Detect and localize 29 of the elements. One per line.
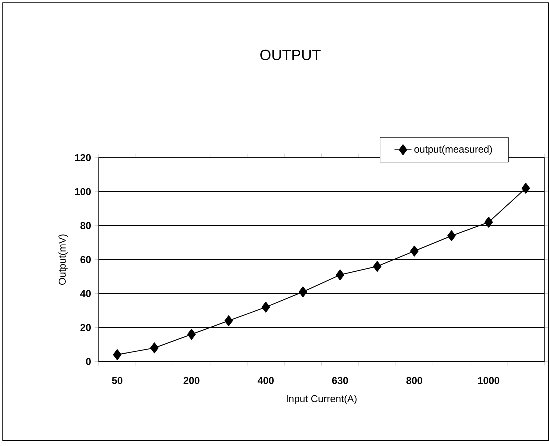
- x-tick-label: 400: [258, 377, 274, 384]
- x-tick-label: 630: [332, 377, 348, 384]
- y-tick-label: 80: [80, 222, 92, 230]
- y-tick-label: 60: [80, 256, 92, 264]
- point: [262, 302, 270, 313]
- point: [113, 350, 122, 361]
- y-tick-label: 40: [80, 290, 92, 298]
- point: [373, 261, 382, 272]
- point: [224, 316, 234, 327]
- point: [299, 286, 308, 298]
- y-axis-title: Output(mV): [58, 234, 68, 286]
- point: [410, 246, 419, 257]
- y-tick-label: 0: [86, 358, 92, 366]
- point: [448, 230, 456, 242]
- point: [150, 342, 159, 354]
- y-tick-label: 120: [75, 154, 92, 162]
- point: [484, 217, 494, 228]
- chart-title: OUTPUT: [260, 50, 321, 61]
- point: [522, 183, 530, 194]
- x-tick-label: 1000: [478, 377, 500, 384]
- x-tick-label: 800: [406, 377, 423, 384]
- y-tick-label: 20: [80, 324, 92, 332]
- point: [336, 270, 345, 281]
- x-axis-title: Input Current(A): [287, 395, 357, 405]
- legend-label: output(measured): [414, 146, 492, 156]
- point: [188, 329, 196, 340]
- y-tick-label: 100: [75, 188, 92, 196]
- x-tick-label: 200: [184, 377, 200, 384]
- x-tick-label: 50: [112, 377, 123, 384]
